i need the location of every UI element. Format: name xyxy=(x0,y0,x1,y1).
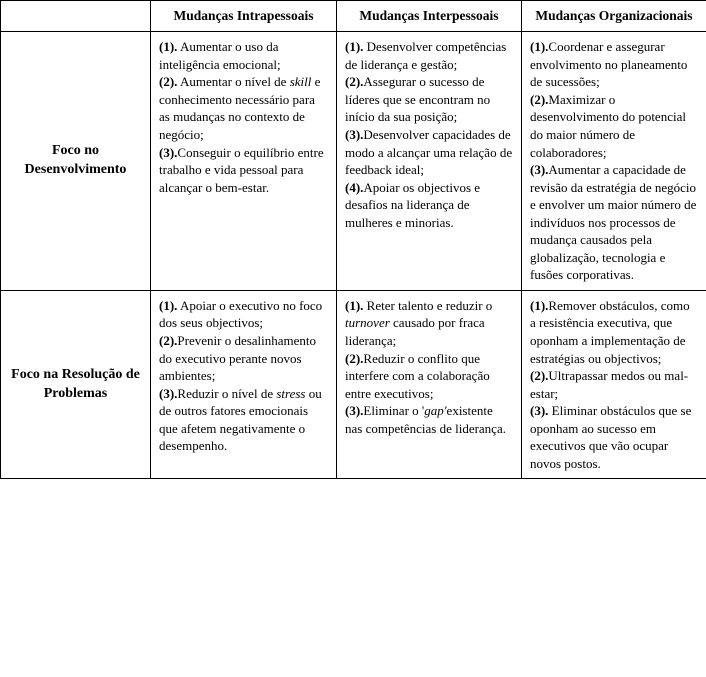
text: Conseguir o equilíbrio entre trabalho e … xyxy=(159,145,324,195)
bullet: (2). xyxy=(530,368,548,383)
text: Prevenir o desalinhamento do executivo p… xyxy=(159,333,316,383)
text: Aumentar o nível de xyxy=(177,74,289,89)
cell-prob-org: (1).Remover obstáculos, como a resistênc… xyxy=(522,290,706,478)
header-blank xyxy=(1,1,151,32)
text: Apoiar os objectivos e desafios na lider… xyxy=(345,180,480,230)
bullet: (3). xyxy=(345,403,363,418)
bullet: (2). xyxy=(345,74,363,89)
text: Reduzir o nível de xyxy=(177,386,276,401)
text: Assegurar o sucesso de líderes que se en… xyxy=(345,74,490,124)
bullet: (3). xyxy=(159,386,177,401)
bullet: (1). xyxy=(345,39,363,54)
text: Reduzir o conflito que interfere com a c… xyxy=(345,351,490,401)
table-row: Foco no Desenvolvimento (1). Aumentar o … xyxy=(1,32,706,291)
bullet: (1). xyxy=(530,39,548,54)
bullet: (2). xyxy=(530,92,548,107)
bullet: (2). xyxy=(159,74,177,89)
text: Apoiar o executivo no foco dos seus obje… xyxy=(159,298,322,331)
bullet: (3). xyxy=(530,162,548,177)
row-label-problemas: Foco na Resolução de Problemas xyxy=(1,290,151,478)
bullet: (2). xyxy=(159,333,177,348)
cell-prob-inter: (1). Reter talento e reduzir o turnover … xyxy=(337,290,522,478)
italic: turnover xyxy=(345,315,390,330)
header-intrapessoais: Mudanças Intrapessoais xyxy=(151,1,337,32)
cell-dev-intra: (1). Aumentar o uso da inteligência emoc… xyxy=(151,32,337,291)
text: Remover obstáculos, como a resistência e… xyxy=(530,298,690,366)
text: Eliminar o ' xyxy=(363,403,424,418)
cell-dev-org: (1).Coordenar e assegurar envolvimento n… xyxy=(522,32,706,291)
row-label-desenvolvimento: Foco no Desenvolvimento xyxy=(1,32,151,291)
bullet: (3). xyxy=(345,127,363,142)
bullet: (1). xyxy=(159,39,177,54)
bullet: (3). xyxy=(159,145,177,160)
text: Reter talento e reduzir o xyxy=(363,298,492,313)
bullet: (4). xyxy=(345,180,363,195)
text: Aumentar a capacidade de revisão da estr… xyxy=(530,162,696,282)
text: Desenvolver capacidades de modo a alcanç… xyxy=(345,127,512,177)
italic: skill xyxy=(290,74,312,89)
cell-prob-intra: (1). Apoiar o executivo no foco dos seus… xyxy=(151,290,337,478)
bullet: (2). xyxy=(345,351,363,366)
coaching-table: Mudanças Intrapessoais Mudanças Interpes… xyxy=(0,0,706,479)
table-row: Foco na Resolução de Problemas (1). Apoi… xyxy=(1,290,706,478)
bullet: (1). xyxy=(159,298,177,313)
cell-dev-inter: (1). Desenvolver competências de lideran… xyxy=(337,32,522,291)
header-interpessoais: Mudanças Interpessoais xyxy=(337,1,522,32)
italic: stress xyxy=(276,386,305,401)
bullet: (1). xyxy=(345,298,363,313)
text: Ultrapassar medos ou mal-estar; xyxy=(530,368,688,401)
text: Maximizar o desenvolvimento do potencial… xyxy=(530,92,686,160)
text: Aumentar o uso da inteligência emocional… xyxy=(159,39,281,72)
italic: gap' xyxy=(424,403,446,418)
text: Coordenar e assegurar envolvimento no pl… xyxy=(530,39,687,89)
bullet: (1). xyxy=(530,298,548,313)
table-header-row: Mudanças Intrapessoais Mudanças Interpes… xyxy=(1,1,706,32)
text: Eliminar obstáculos que se oponham ao su… xyxy=(530,403,691,471)
header-organizacionais: Mudanças Organizacionais xyxy=(522,1,706,32)
bullet: (3). xyxy=(530,403,548,418)
text: Desenvolver competências de liderança e … xyxy=(345,39,506,72)
